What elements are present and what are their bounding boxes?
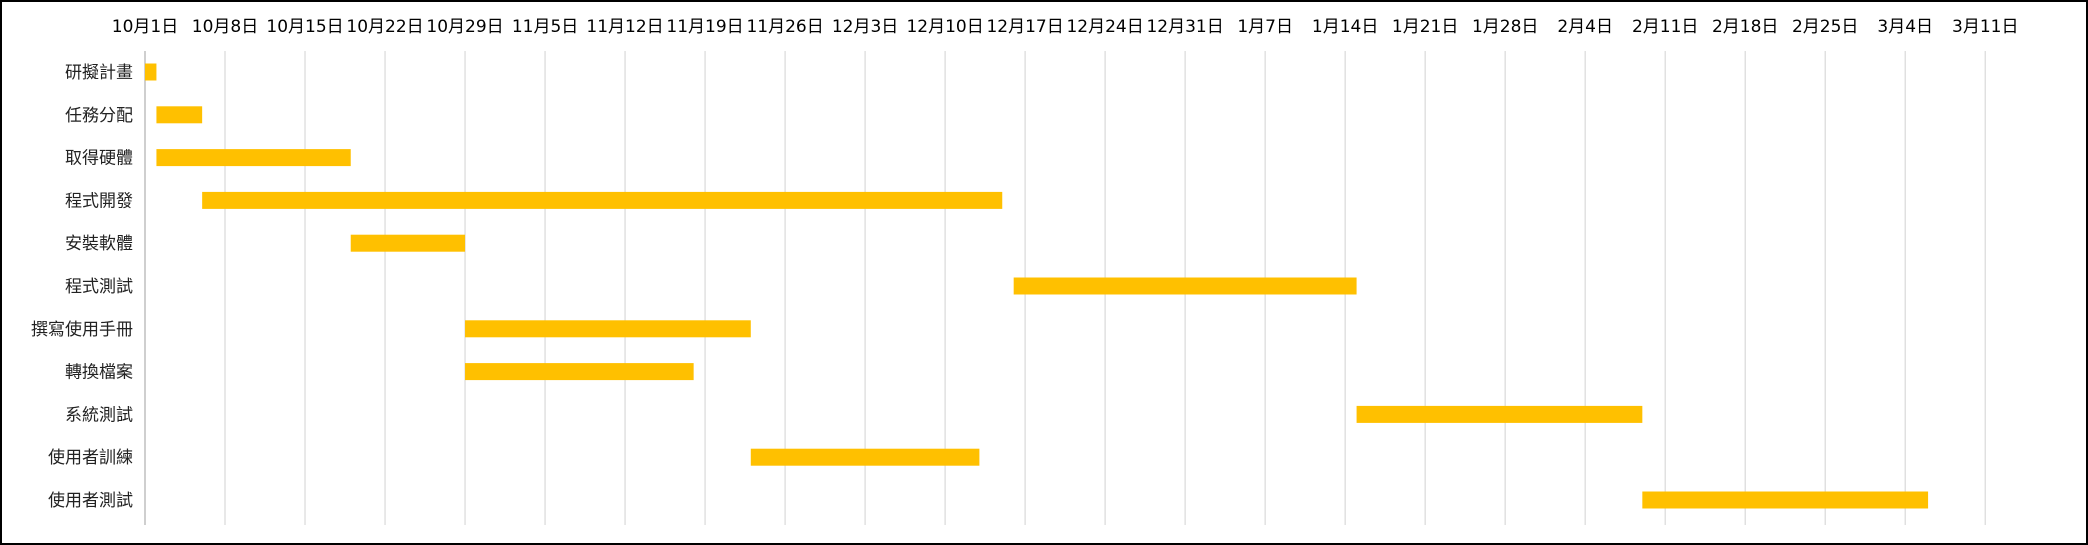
x-tick-label: 1月7日 (1237, 17, 1293, 37)
task-bar (156, 106, 203, 124)
task-bar (750, 448, 980, 466)
task-label: 程式測試 (65, 277, 133, 297)
x-tick-label: 11月19日 (666, 17, 743, 37)
x-tick-label: 12月31日 (1146, 17, 1223, 37)
x-tick-label: 1月14日 (1312, 17, 1378, 37)
task-label: 使用者訓練 (48, 447, 133, 468)
x-tick-label: 10月8日 (192, 17, 258, 37)
x-tick-label: 11月5日 (512, 17, 578, 37)
task-bar (1013, 277, 1357, 295)
task-label: 轉換檔案 (65, 363, 133, 383)
task-bar (1356, 405, 1643, 423)
task-labels: 研擬計畫任務分配取得硬體程式開發安裝軟體程式測試撰寫使用手冊轉換檔案系統測試使用… (31, 63, 133, 511)
x-tick-label: 12月24日 (1066, 17, 1143, 37)
task-bar (350, 234, 466, 252)
x-tick-label: 12月10日 (906, 17, 983, 37)
task-label: 程式開發 (65, 191, 133, 211)
x-tick-label: 1月28日 (1472, 17, 1538, 37)
x-tick-label: 10月29日 (426, 17, 503, 37)
task-bar (465, 363, 694, 381)
x-tick-label: 11月26日 (746, 17, 823, 37)
task-bar (1642, 491, 1929, 509)
task-bars (145, 63, 1929, 509)
x-axis: 10月1日 10月8日 10月15日 10月22日 10月29日 11月5日 11月12日 1… (112, 17, 2019, 37)
x-tick-label: 12月17日 (986, 17, 1063, 37)
x-tick-label: 10月15日 (266, 17, 343, 37)
x-tick-label: 2月4日 (1557, 17, 1613, 37)
task-label: 取得硬體 (65, 149, 133, 169)
task-label: 安裝軟體 (65, 234, 133, 254)
task-bar (202, 191, 1003, 209)
x-tick-label: 10月22日 (346, 17, 423, 37)
task-label: 撰寫使用手冊 (31, 319, 133, 340)
task-label: 系統測試 (65, 405, 133, 425)
task-bar (145, 63, 157, 81)
x-tick-label: 3月4日 (1877, 17, 1933, 37)
task-bar (156, 149, 351, 167)
task-bar (465, 320, 751, 338)
x-tick-label: 11月12日 (586, 17, 663, 37)
x-tick-label: 3月11日 (1952, 17, 2018, 37)
task-label: 研擬計畫 (65, 63, 133, 83)
x-tick-label: 2月25日 (1792, 17, 1858, 37)
x-tick-label: 2月11日 (1632, 17, 1698, 37)
x-tick-label: 2月18日 (1712, 17, 1778, 37)
task-label: 任務分配 (65, 106, 133, 126)
x-tick-label: 12月3日 (832, 17, 898, 37)
task-label: 使用者測試 (48, 490, 133, 511)
x-tick-label: 10月1日 (112, 17, 178, 37)
x-tick-label: 1月21日 (1392, 17, 1458, 37)
